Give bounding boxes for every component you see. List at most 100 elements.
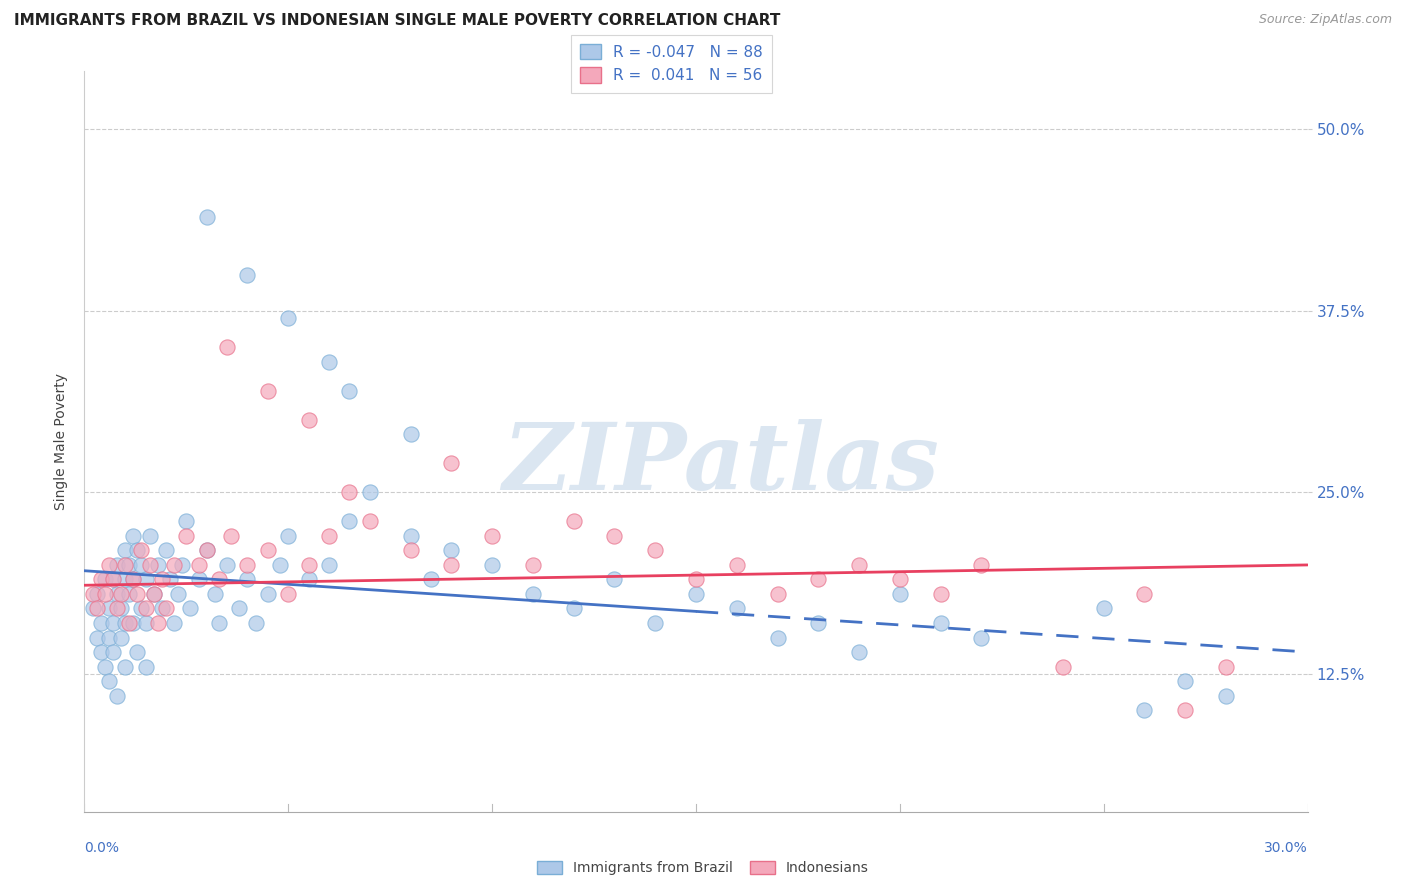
Point <box>219 529 242 543</box>
Point <box>118 587 141 601</box>
Point <box>440 456 463 470</box>
Point <box>208 615 231 630</box>
Point <box>135 615 157 630</box>
Point <box>318 354 340 368</box>
Point <box>1215 689 1237 703</box>
Point <box>114 558 136 572</box>
Point <box>929 587 952 601</box>
Point <box>236 558 259 572</box>
Point <box>97 631 120 645</box>
Point <box>298 558 321 572</box>
Point <box>318 529 340 543</box>
Point <box>90 645 112 659</box>
Legend: Immigrants from Brazil, Indonesians: Immigrants from Brazil, Indonesians <box>531 855 875 880</box>
Point <box>135 659 157 673</box>
Point <box>105 587 128 601</box>
Point <box>105 558 128 572</box>
Point <box>127 587 149 601</box>
Point <box>127 543 149 558</box>
Point <box>90 615 112 630</box>
Point <box>131 601 153 615</box>
Point <box>277 587 299 601</box>
Point <box>603 529 626 543</box>
Point <box>114 543 136 558</box>
Point <box>685 587 707 601</box>
Point <box>318 558 340 572</box>
Point <box>807 573 830 587</box>
Point <box>725 601 748 615</box>
Point <box>110 587 132 601</box>
Point <box>155 601 177 615</box>
Point <box>257 384 280 398</box>
Point <box>277 311 299 326</box>
Point <box>399 529 422 543</box>
Point <box>101 573 124 587</box>
Point <box>105 689 128 703</box>
Point <box>135 573 157 587</box>
Point <box>1174 674 1197 689</box>
Point <box>93 659 115 673</box>
Point <box>440 558 463 572</box>
Point <box>481 558 503 572</box>
Text: 30.0%: 30.0% <box>1264 841 1308 855</box>
Point <box>245 615 267 630</box>
Point <box>155 543 177 558</box>
Y-axis label: Single Male Poverty: Single Male Poverty <box>55 373 69 510</box>
Point <box>217 558 239 572</box>
Point <box>195 543 218 558</box>
Point <box>110 631 132 645</box>
Point <box>420 573 443 587</box>
Point <box>339 515 361 529</box>
Point <box>440 543 463 558</box>
Point <box>167 587 190 601</box>
Point <box>172 558 194 572</box>
Point <box>236 573 259 587</box>
Point <box>644 543 666 558</box>
Point <box>114 615 136 630</box>
Point <box>522 587 544 601</box>
Text: ZIPatlas: ZIPatlas <box>502 418 939 508</box>
Point <box>146 615 169 630</box>
Point <box>114 573 136 587</box>
Point <box>90 573 112 587</box>
Point <box>150 601 173 615</box>
Point <box>228 601 250 615</box>
Point <box>114 659 136 673</box>
Point <box>277 529 299 543</box>
Point <box>101 645 124 659</box>
Point <box>399 543 422 558</box>
Point <box>298 573 321 587</box>
Point <box>131 543 153 558</box>
Point <box>562 601 585 615</box>
Point <box>150 573 173 587</box>
Point <box>97 558 120 572</box>
Point <box>93 573 115 587</box>
Point <box>131 558 153 572</box>
Point <box>257 587 280 601</box>
Point <box>138 558 160 572</box>
Point <box>204 587 226 601</box>
Point <box>127 645 149 659</box>
Point <box>101 615 124 630</box>
Point <box>86 601 108 615</box>
Point <box>146 558 169 572</box>
Point <box>142 587 165 601</box>
Point <box>195 210 218 224</box>
Point <box>1215 659 1237 673</box>
Point <box>101 573 124 587</box>
Point <box>339 384 361 398</box>
Point <box>82 587 104 601</box>
Point <box>122 573 145 587</box>
Point <box>174 529 197 543</box>
Point <box>339 485 361 500</box>
Point <box>135 601 157 615</box>
Point <box>97 601 120 615</box>
Point <box>122 573 145 587</box>
Point <box>929 615 952 630</box>
Point <box>848 558 870 572</box>
Point <box>970 558 993 572</box>
Point <box>481 529 503 543</box>
Point <box>93 587 115 601</box>
Point <box>118 615 141 630</box>
Point <box>1133 587 1156 601</box>
